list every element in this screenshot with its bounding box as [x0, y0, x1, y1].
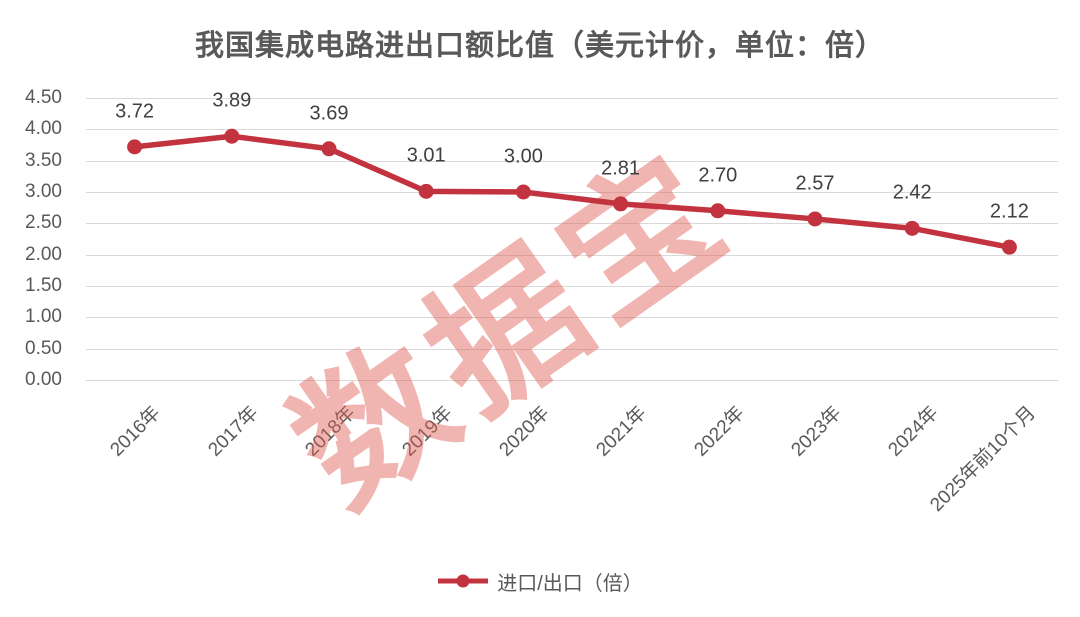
y-axis-tick-label: 1.00 [25, 306, 62, 328]
x-axis-tick-label: 2023年 [787, 402, 846, 461]
x-axis-tick-label: 2020年 [495, 402, 554, 461]
gridline [86, 192, 1058, 193]
chart-title: 我国集成电路进出口额比值（美元计价，单位：倍） [194, 30, 885, 62]
gridline [86, 348, 1058, 350]
gridline [86, 317, 1058, 319]
legend-line-marker-icon [438, 574, 489, 588]
x-axis-tick-label: 2021年 [592, 402, 651, 461]
x-axis-tick-label: 2018年 [301, 402, 360, 461]
y-axis-tick-label: 0.00 [25, 369, 62, 390]
legend: 进口/出口（倍） [0, 565, 1080, 597]
y-axis-tick-label: 0.50 [25, 337, 62, 359]
x-axis-tick-label: 2016年 [106, 402, 165, 461]
gridline [86, 160, 1058, 162]
x-axis-tick-label: 2017年 [204, 402, 263, 461]
gridline [86, 380, 1058, 381]
gridline [86, 129, 1058, 131]
y-axis-tick-label: 4.00 [25, 118, 62, 140]
y-axis-tick-label: 3.00 [25, 181, 62, 202]
y-axis-tick-label: 3.50 [25, 149, 62, 171]
x-axis-tick-label: 2022年 [690, 402, 749, 461]
x-axis-tick-label: 2024年 [884, 402, 943, 461]
y-axis-tick-label: 4.50 [25, 87, 62, 108]
y-axis-tick-label: 2.50 [25, 212, 62, 234]
gridline [86, 254, 1058, 256]
gridline [86, 286, 1058, 287]
y-axis-tick-label: 1.50 [25, 275, 62, 296]
gridline [86, 223, 1058, 225]
legend-label: 进口/出口（倍） [497, 572, 643, 595]
x-axis-tick-label: 2019年 [398, 402, 457, 461]
y-axis-tick-label: 2.00 [25, 243, 62, 265]
gridline [86, 98, 1058, 99]
